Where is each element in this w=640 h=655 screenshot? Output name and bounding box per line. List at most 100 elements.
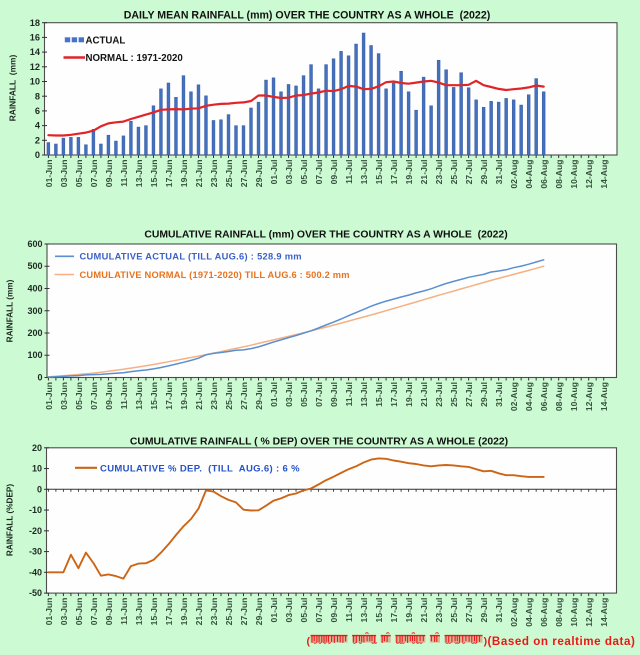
svg-text:25-Jun: 25-Jun bbox=[224, 598, 234, 626]
svg-text:0: 0 bbox=[37, 373, 42, 383]
svg-text:03-Jul: 03-Jul bbox=[284, 598, 294, 623]
svg-text:03-Jul: 03-Jul bbox=[284, 382, 294, 407]
svg-text:21-Jul: 21-Jul bbox=[419, 160, 429, 185]
svg-text:10: 10 bbox=[30, 77, 40, 87]
svg-text:RAINFALL (mm): RAINFALL (mm) bbox=[8, 55, 18, 122]
svg-text:CUMULATIVE RAINFALL ( % DEP) O: CUMULATIVE RAINFALL ( % DEP) OVER THE CO… bbox=[130, 436, 508, 447]
svg-text:25-Jul: 25-Jul bbox=[449, 382, 459, 407]
svg-text:6: 6 bbox=[35, 106, 40, 116]
svg-text:09-Jun: 09-Jun bbox=[104, 160, 114, 188]
svg-text:0: 0 bbox=[37, 484, 42, 494]
svg-text:29-Jun: 29-Jun bbox=[254, 598, 264, 626]
svg-text:13-Jun: 13-Jun bbox=[134, 598, 144, 626]
svg-text:14-Aug: 14-Aug bbox=[599, 598, 609, 627]
svg-text:07-Jul: 07-Jul bbox=[314, 382, 324, 407]
svg-text:-20: -20 bbox=[29, 526, 42, 536]
svg-text:08-Aug: 08-Aug bbox=[554, 160, 564, 189]
svg-text:11-Jun: 11-Jun bbox=[119, 382, 129, 409]
svg-text:19-Jun: 19-Jun bbox=[179, 598, 189, 626]
svg-text:03-Jun: 03-Jun bbox=[59, 382, 69, 410]
svg-text:01-Jul: 01-Jul bbox=[269, 598, 279, 623]
svg-text:DAILY MEAN RAINFALL (mm) OVER: DAILY MEAN RAINFALL (mm) OVER THE COUNTR… bbox=[124, 10, 491, 22]
svg-text:14-Aug: 14-Aug bbox=[599, 382, 609, 411]
svg-text:(Based on realtime data): (Based on realtime data) bbox=[488, 635, 636, 648]
svg-text:09-Jul: 09-Jul bbox=[329, 598, 339, 623]
svg-text:400: 400 bbox=[27, 284, 42, 294]
svg-text:25-Jun: 25-Jun bbox=[224, 382, 234, 410]
svg-text:07-Jun: 07-Jun bbox=[89, 382, 99, 410]
svg-text:27-Jul: 27-Jul bbox=[464, 160, 474, 185]
svg-text:15-Jul: 15-Jul bbox=[374, 382, 384, 407]
svg-text:21-Jun: 21-Jun bbox=[194, 160, 204, 188]
svg-text:CUMULATIVE ACTUAL (TILL AUG.6): CUMULATIVE ACTUAL (TILL AUG.6) : 528.9 m… bbox=[80, 252, 302, 262]
svg-text:16: 16 bbox=[30, 33, 40, 43]
svg-text:04-Aug: 04-Aug bbox=[524, 382, 534, 411]
svg-text:-40: -40 bbox=[29, 567, 42, 577]
svg-text:12-Aug: 12-Aug bbox=[584, 382, 594, 411]
svg-text:4: 4 bbox=[35, 121, 41, 131]
svg-text:10-Aug: 10-Aug bbox=[569, 382, 579, 411]
svg-text:17-Jul: 17-Jul bbox=[389, 160, 399, 185]
svg-text:29-Jul: 29-Jul bbox=[479, 382, 489, 407]
svg-text:29-Jun: 29-Jun bbox=[254, 382, 264, 410]
svg-text:ACTUAL: ACTUAL bbox=[86, 35, 126, 46]
svg-text:07-Jun: 07-Jun bbox=[89, 160, 99, 188]
svg-text:15-Jun: 15-Jun bbox=[149, 598, 159, 626]
svg-text:200: 200 bbox=[27, 328, 42, 338]
svg-text:15-Jun: 15-Jun bbox=[149, 160, 159, 188]
svg-text:01-Jul: 01-Jul bbox=[269, 160, 279, 185]
svg-text:10: 10 bbox=[32, 464, 42, 474]
svg-text:03-Jun: 03-Jun bbox=[59, 160, 69, 188]
svg-text:100: 100 bbox=[27, 350, 42, 360]
svg-text:27-Jul: 27-Jul bbox=[464, 598, 474, 623]
svg-text:02-Aug: 02-Aug bbox=[509, 598, 519, 627]
svg-text:): ) bbox=[484, 636, 488, 648]
svg-text:(: ( bbox=[307, 636, 311, 648]
svg-text:31-Jul: 31-Jul bbox=[494, 598, 504, 623]
svg-text:11-Jun: 11-Jun bbox=[119, 598, 129, 625]
svg-text:RAINFALL (mm): RAINFALL (mm) bbox=[6, 279, 15, 342]
svg-text:11-Jul: 11-Jul bbox=[344, 160, 354, 184]
svg-text:06-Aug: 06-Aug bbox=[539, 598, 549, 627]
svg-text:15-Jun: 15-Jun bbox=[149, 382, 159, 410]
svg-text:NORMAL : 1971-2020: NORMAL : 1971-2020 bbox=[86, 53, 183, 64]
svg-text:01-Jul: 01-Jul bbox=[269, 382, 279, 407]
svg-text:25-Jul: 25-Jul bbox=[449, 598, 459, 623]
svg-text:17-Jul: 17-Jul bbox=[389, 382, 399, 407]
svg-text:-30: -30 bbox=[29, 547, 42, 557]
svg-text:23-Jul: 23-Jul bbox=[434, 160, 444, 185]
svg-text:21-Jun: 21-Jun bbox=[194, 598, 204, 626]
svg-text:03-Jul: 03-Jul bbox=[284, 160, 294, 185]
svg-text:19-Jun: 19-Jun bbox=[179, 160, 189, 188]
svg-text:01-Jun: 01-Jun bbox=[44, 160, 54, 188]
svg-text:19-Jul: 19-Jul bbox=[404, 598, 414, 623]
svg-text:02-Aug: 02-Aug bbox=[509, 160, 519, 189]
svg-text:12-Aug: 12-Aug bbox=[584, 598, 594, 627]
svg-text:02-Aug: 02-Aug bbox=[509, 382, 519, 411]
svg-text:04-Aug: 04-Aug bbox=[524, 598, 534, 627]
svg-text:06-Aug: 06-Aug bbox=[539, 382, 549, 411]
svg-text:14: 14 bbox=[30, 47, 41, 57]
svg-text:13-Jun: 13-Jun bbox=[134, 382, 144, 410]
svg-text:500: 500 bbox=[27, 261, 42, 271]
svg-text:08-Aug: 08-Aug bbox=[554, 598, 564, 627]
svg-text:21-Jul: 21-Jul bbox=[419, 598, 429, 623]
svg-text:21-Jun: 21-Jun bbox=[194, 382, 204, 410]
svg-text:05-Jul: 05-Jul bbox=[299, 160, 309, 185]
svg-text:23-Jun: 23-Jun bbox=[209, 598, 219, 626]
svg-text:05-Jun: 05-Jun bbox=[74, 598, 84, 626]
svg-text:300: 300 bbox=[27, 306, 42, 316]
svg-text:09-Jul: 09-Jul bbox=[329, 160, 339, 185]
svg-text:27-Jul: 27-Jul bbox=[464, 382, 474, 407]
svg-text:09-Jun: 09-Jun bbox=[104, 382, 114, 410]
svg-text:01-Jun: 01-Jun bbox=[44, 598, 54, 626]
svg-text:23-Jul: 23-Jul bbox=[434, 598, 444, 623]
svg-text:12-Aug: 12-Aug bbox=[584, 160, 594, 189]
svg-text:31-Jul: 31-Jul bbox=[494, 160, 504, 185]
svg-text:25-Jun: 25-Jun bbox=[224, 160, 234, 188]
svg-text:13-Jun: 13-Jun bbox=[134, 160, 144, 188]
svg-text:07-Jun: 07-Jun bbox=[89, 598, 99, 626]
svg-text:05-Jul: 05-Jul bbox=[299, 382, 309, 407]
svg-text:04-Aug: 04-Aug bbox=[524, 160, 534, 189]
svg-text:12: 12 bbox=[30, 62, 40, 72]
